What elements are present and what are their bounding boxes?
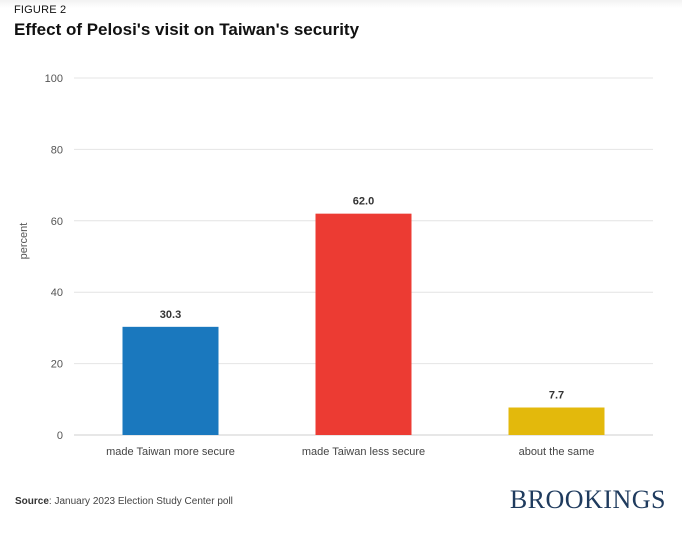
bars <box>122 213 605 435</box>
bar-2 <box>315 213 412 435</box>
labels: 0 20 40 60 80 100 30.3 made Taiwan more secure 6… <box>45 73 595 458</box>
y-tick-label-40: 40 <box>51 287 63 299</box>
data-label-3: 7.7 <box>549 390 564 402</box>
x-category-label-2: made Taiwan less secure <box>302 446 425 458</box>
x-category-label-1: made Taiwan more secure <box>106 446 235 458</box>
y-tick-label-60: 60 <box>51 216 63 228</box>
source-prefix: Source <box>15 496 49 507</box>
data-label-1: 30.3 <box>160 309 181 321</box>
data-label-2: 62.0 <box>353 196 374 208</box>
source-note: Source: January 2023 Election Study Cent… <box>15 496 233 507</box>
y-tick-label-20: 20 <box>51 359 63 371</box>
chart-title: Effect of Pelosi's visit on Taiwan's sec… <box>14 20 360 39</box>
bar-chart: 0 20 40 60 80 100 30.3 made Taiwan more secure 6… <box>18 73 653 458</box>
y-tick-label-0: 0 <box>57 430 63 442</box>
figure-label: FIGURE 2 <box>14 4 67 16</box>
top-fade <box>0 0 682 8</box>
brookings-logo: BROOKINGS <box>509 485 666 514</box>
source-text: : January 2023 Election Study Center pol… <box>48 496 233 507</box>
y-axis-label: percent <box>18 223 30 260</box>
x-category-label-3: about the same <box>519 446 595 458</box>
y-tick-label-80: 80 <box>51 144 63 156</box>
bar-1 <box>122 326 219 435</box>
y-tick-label-100: 100 <box>45 73 63 85</box>
bar-3 <box>508 407 605 435</box>
